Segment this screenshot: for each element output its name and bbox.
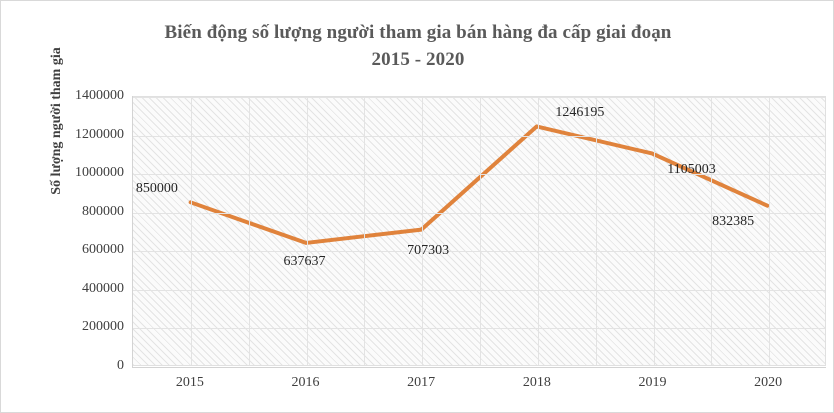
x-axis-tick-label: 2020 bbox=[754, 375, 783, 390]
y-axis-tick-label: 1200000 bbox=[75, 126, 124, 142]
chart-title: Biến động số lượng người tham gia bán hà… bbox=[61, 19, 775, 73]
y-axis-tick-label: 0 bbox=[117, 358, 124, 373]
data-point-label: 707303 bbox=[407, 242, 450, 258]
gridline-horizontal bbox=[133, 174, 825, 176]
y-axis-tick-label: 800000 bbox=[82, 203, 124, 219]
gridline-horizontal bbox=[133, 251, 825, 253]
gridline-vertical bbox=[364, 97, 366, 365]
data-point-label: 637637 bbox=[283, 254, 326, 270]
y-axis-line bbox=[132, 96, 133, 367]
data-point-label: 832385 bbox=[712, 214, 755, 230]
data-point-label: 1246195 bbox=[555, 104, 605, 120]
gridline-vertical bbox=[711, 97, 713, 365]
series-polyline bbox=[188, 124, 770, 245]
gridline-horizontal bbox=[133, 135, 825, 137]
data-point-label: 850000 bbox=[135, 181, 178, 197]
gridline-vertical bbox=[769, 97, 771, 365]
gridline-vertical bbox=[306, 97, 308, 365]
y-axis-tick-label: 1400000 bbox=[75, 88, 124, 103]
x-axis-tick-labels: 2015 2016 2017 2018 2019 2020 bbox=[132, 375, 826, 399]
y-axis-tick-label: 600000 bbox=[82, 242, 124, 258]
chart-title-line-2: 2015 - 2020 bbox=[371, 49, 465, 70]
data-point-label: 1105003 bbox=[667, 161, 716, 177]
line-series bbox=[188, 124, 770, 245]
x-axis-line bbox=[132, 367, 826, 368]
x-axis-tick-label: 2016 bbox=[291, 375, 320, 390]
y-axis-tick-labels: 0 200000 400000 600000 800000 1000000 1200000 1… bbox=[11, 88, 124, 373]
x-axis-tick-label: 2019 bbox=[638, 375, 667, 390]
plot-area: 850000 637637 707303 1246195 1105003 832385 bbox=[132, 96, 826, 366]
gridline-vertical bbox=[653, 97, 655, 365]
gridline-vertical bbox=[595, 97, 597, 365]
gridline-horizontal bbox=[133, 289, 825, 291]
gridline-horizontal bbox=[133, 328, 825, 330]
gridline-vertical bbox=[422, 97, 424, 365]
chart-title-line-1: Biến động số lượng người tham gia bán hà… bbox=[164, 22, 672, 43]
gridline-horizontal bbox=[133, 212, 825, 214]
y-axis-tick-label: 200000 bbox=[82, 319, 124, 335]
gridline-vertical bbox=[248, 97, 250, 365]
x-axis-tick-label: 2015 bbox=[175, 375, 204, 390]
x-axis-tick-label: 2017 bbox=[407, 375, 436, 390]
x-axis-tick-label: 2018 bbox=[522, 375, 551, 390]
gridline-vertical bbox=[190, 97, 192, 365]
gridline-vertical bbox=[480, 97, 481, 365]
gridline-horizontal bbox=[133, 97, 825, 98]
gridline-vertical bbox=[537, 97, 539, 365]
y-axis-tick-label: 400000 bbox=[82, 280, 124, 296]
y-axis-tick-label: 1000000 bbox=[75, 165, 124, 181]
